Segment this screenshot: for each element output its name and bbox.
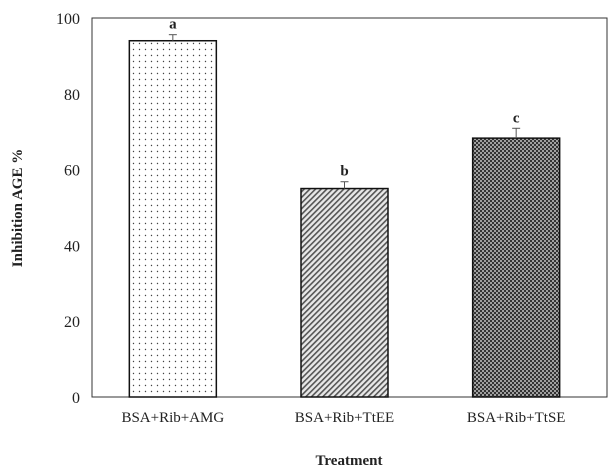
y-tick-label: 0 <box>72 390 80 407</box>
y-tick-label: 80 <box>64 87 80 104</box>
significance-label: b <box>340 164 348 180</box>
bar <box>471 137 561 398</box>
x-tick-label: BSA+Rib+AMG <box>121 410 224 426</box>
y-tick-label: 20 <box>64 314 80 331</box>
y-tick-label: 100 <box>56 11 80 28</box>
significance-label: a <box>169 17 177 33</box>
y-axis-label: Inhibition AGE % <box>10 149 26 267</box>
x-tick-label: BSA+Rib+TtEE <box>295 410 394 426</box>
y-tick-label: 40 <box>64 238 80 255</box>
bar <box>300 187 389 398</box>
bar <box>128 39 218 398</box>
y-tick-label: 60 <box>64 163 80 180</box>
significance-label: c <box>513 110 520 126</box>
x-axis-label: Treatment <box>316 453 383 469</box>
x-tick-label: BSA+Rib+TtSE <box>467 410 566 426</box>
